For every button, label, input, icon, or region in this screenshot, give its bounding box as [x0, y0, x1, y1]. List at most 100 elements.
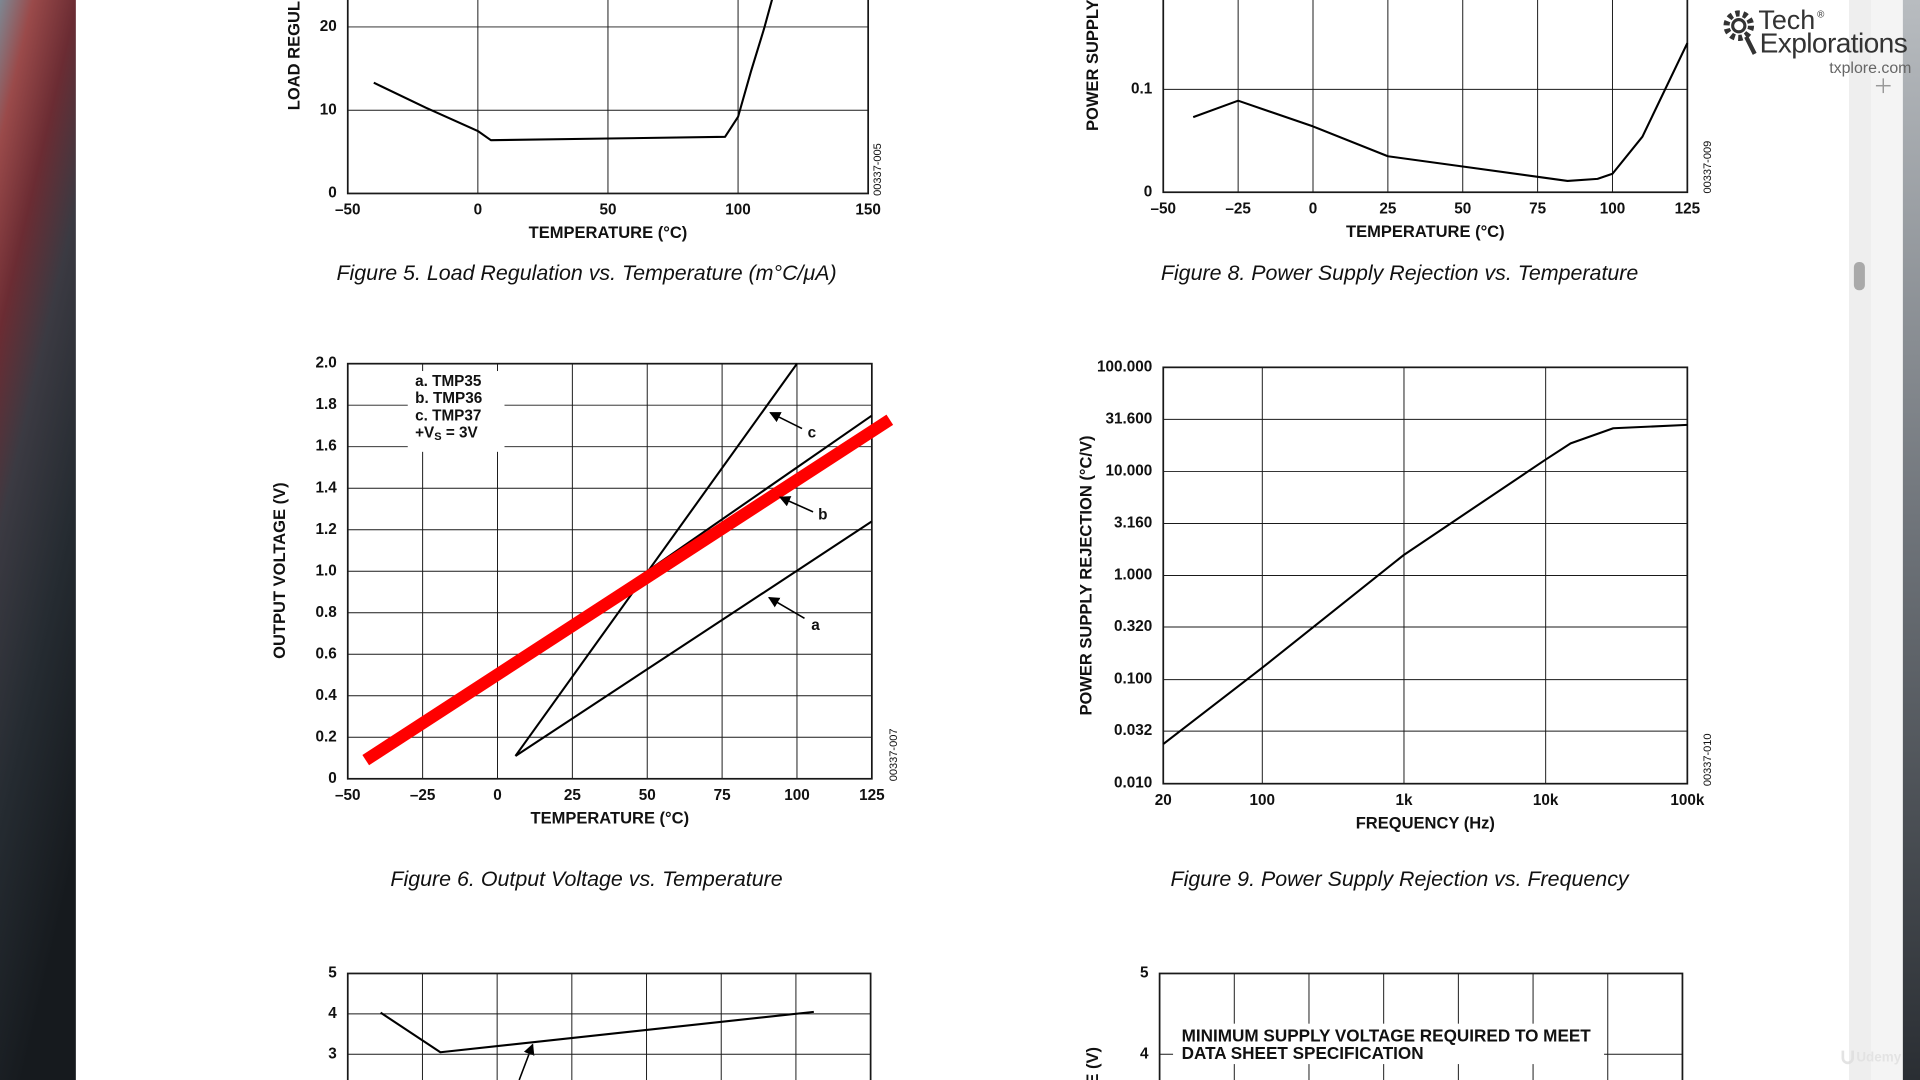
- legend-entry: b. TMP36: [415, 390, 482, 407]
- note-text: MINIMUM SUPPLY VOLTAGE REQUIRED TO MEET: [1182, 1026, 1592, 1046]
- x-tick-label: 25: [1379, 200, 1397, 217]
- x-axis-label: TEMPERATURE (°C): [530, 809, 689, 828]
- x-tick-label: 100: [1250, 792, 1276, 809]
- y-tick-label: 31.600: [1105, 410, 1152, 427]
- highlight-line: [362, 414, 894, 766]
- y-tick-label: 5: [328, 965, 337, 982]
- scroll-track: [1848, 0, 1872, 1080]
- y-tick-label: 0: [328, 770, 337, 787]
- arrow: [778, 496, 814, 513]
- arrow: [768, 596, 805, 620]
- x-tick-label: 10k: [1533, 792, 1559, 809]
- x-tick-label: 0: [474, 202, 483, 219]
- logo-text: Tech: [1758, 5, 1815, 35]
- x-tick-label: 1k: [1395, 792, 1413, 809]
- y-tick-label: 0: [1144, 183, 1153, 200]
- logo-handle: [1744, 35, 1757, 55]
- x-tick-label: 50: [1454, 200, 1471, 217]
- x-tick-label: 100k: [1670, 792, 1705, 809]
- figure-code: 00337-009: [1702, 141, 1714, 194]
- y-tick-label: 1.2: [315, 521, 336, 538]
- x-axis-label: TEMPERATURE (°C): [1346, 222, 1505, 241]
- arrow: [518, 1043, 535, 1080]
- arrow: [769, 411, 803, 430]
- y-tick-label: 0.100: [1114, 671, 1152, 688]
- figure-caption: Figure 5. Load Regulation vs. Temperatur…: [336, 261, 836, 285]
- y-tick-label: 3.160: [1114, 515, 1152, 532]
- data-line: [514, 520, 873, 757]
- y-tick-label: 2.0: [315, 355, 336, 372]
- scroll-thumb[interactable]: [1853, 262, 1865, 291]
- x-tick-label: 25: [564, 787, 582, 804]
- y-tick-label: 0.4: [315, 687, 337, 704]
- x-tick-label: 100: [725, 202, 751, 219]
- x-tick-label: 100: [1600, 200, 1626, 217]
- y-tick-label: 10: [320, 101, 337, 118]
- legend-entry: a. TMP35: [415, 373, 482, 390]
- side-panel: [1871, 0, 1903, 1080]
- logo-mark: ®: [1817, 9, 1825, 20]
- data-line: [373, 0, 774, 142]
- legend-entry: c. TMP37: [415, 407, 481, 424]
- data-line: [1162, 423, 1688, 745]
- y-tick-label: 1.0: [315, 562, 336, 579]
- y-tick-label: 1.8: [315, 396, 337, 413]
- x-tick-label: –50: [335, 202, 361, 219]
- x-tick-label: 50: [639, 787, 656, 804]
- figure-caption: Figure 6. Output Voltage vs. Temperature: [390, 867, 782, 891]
- legend-supply: +VS = 3V: [415, 425, 478, 444]
- page: [75, 0, 1852, 1080]
- y-tick-label: 1.4: [315, 479, 337, 496]
- series-label: c: [808, 425, 817, 442]
- figure-caption: Figure 8. Power Supply Rejection vs. Tem…: [1161, 261, 1639, 285]
- y-tick-label: 100.000: [1097, 358, 1152, 375]
- y-tick-label: 0.320: [1114, 618, 1152, 635]
- y-tick-label: 0: [328, 185, 337, 202]
- figure-code: 00337-007: [888, 729, 900, 782]
- y-tick-label: 0.2: [315, 728, 336, 745]
- x-tick-label: 0: [1309, 200, 1318, 217]
- y-tick-label: 0.032: [1114, 722, 1152, 739]
- y-tick-label: 10.000: [1105, 462, 1152, 479]
- x-tick-label: 125: [859, 787, 885, 804]
- y-tick-label: 20: [320, 18, 337, 35]
- x-tick-label: 0: [493, 787, 502, 804]
- y-tick-label: 1.6: [315, 438, 336, 455]
- x-tick-label: 20: [1155, 792, 1172, 809]
- logo-text: Explorations: [1760, 28, 1908, 59]
- watermark-icon: [1841, 1050, 1854, 1065]
- x-tick-label: –25: [1225, 200, 1251, 217]
- y-axis-label: POWER SUPPLY REJECTION (°C/V): [1077, 435, 1096, 715]
- x-tick-label: 50: [599, 202, 616, 219]
- y-axis-label: LOAD REGUL: [284, 1, 303, 110]
- y-tick-label: 0.6: [315, 645, 336, 662]
- x-tick-label: –50: [335, 787, 361, 804]
- y-tick-label: 4: [1140, 1045, 1149, 1062]
- y-tick-label: 4: [328, 1005, 337, 1022]
- data-line: [1192, 42, 1689, 182]
- x-axis-label: TEMPERATURE (°C): [529, 223, 688, 242]
- figure-code: 00337-005: [872, 143, 884, 196]
- desktop-background: [0, 0, 76, 1080]
- y-axis-label: E (V): [1083, 1047, 1102, 1080]
- x-tick-label: –50: [1150, 200, 1176, 217]
- y-axis-label: OUTPUT VOLTAGE (V): [270, 482, 289, 658]
- y-tick-label: 5: [1140, 965, 1149, 982]
- logo-gear: [1731, 18, 1747, 34]
- x-tick-label: 100: [784, 787, 810, 804]
- logo-gear: [1723, 10, 1755, 42]
- x-tick-label: 75: [714, 787, 732, 804]
- figure-code: 00337-010: [1702, 733, 1714, 786]
- y-axis-label: POWER SUPPLY: [1083, 0, 1102, 131]
- y-tick-label: 0.1: [1131, 80, 1153, 97]
- x-tick-label: 150: [855, 202, 881, 219]
- x-tick-label: 75: [1529, 200, 1547, 217]
- legend-box: [407, 371, 505, 452]
- note-text: DATA SHEET SPECIFICATION: [1182, 1043, 1424, 1063]
- watermark-text: Udemy: [1856, 1050, 1901, 1065]
- figure-caption: Figure 9. Power Supply Rejection vs. Fre…: [1171, 867, 1630, 891]
- series-label: a: [811, 617, 820, 634]
- logo: Tech ® Explorations txplore.com: [1723, 5, 1911, 77]
- data-line: [514, 363, 798, 757]
